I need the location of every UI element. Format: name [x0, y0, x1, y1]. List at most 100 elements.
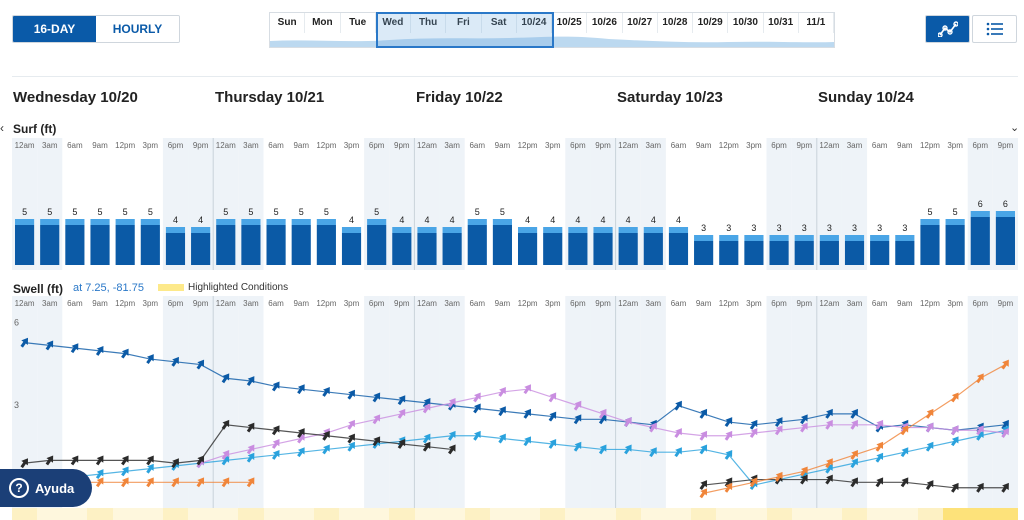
- day-header-sun: Sunday 10/24: [818, 89, 914, 106]
- swell-direction-arrow-icon: [800, 466, 808, 477]
- day-header-wed: Wednesday 10/20: [13, 89, 138, 106]
- surf-bar: [90, 225, 110, 265]
- swell-direction-arrow-icon: [146, 354, 154, 365]
- night-shade: [766, 296, 792, 508]
- swell-direction-arrow-icon: [1001, 419, 1009, 430]
- help-button[interactable]: ? Ayuda: [0, 469, 92, 507]
- day-selector-item[interactable]: 10/25: [552, 13, 588, 33]
- day-selection-window[interactable]: [376, 12, 554, 48]
- forecast-range-toggle: 16-DAY HOURLY: [12, 15, 180, 43]
- graph-view-button[interactable]: [925, 15, 970, 43]
- swell-direction-arrow-icon: [749, 477, 758, 488]
- swell-direction-arrow-icon: [573, 414, 582, 425]
- day-selector-item[interactable]: 10/28: [658, 13, 693, 33]
- hour-tick-label: 6pm: [972, 299, 988, 308]
- hour-tick-label: 9pm: [193, 141, 209, 150]
- day-selector-item[interactable]: Fri: [446, 13, 482, 33]
- surf-bar: [417, 233, 437, 265]
- divider: [12, 76, 1018, 77]
- swell-direction-arrow-icon: [473, 392, 481, 403]
- day-selector-item[interactable]: 10/30: [728, 13, 764, 33]
- surf-bar-cap: [40, 219, 60, 225]
- swell-title: Swell (ft): [13, 282, 63, 296]
- day-selector-item[interactable]: 11/1: [799, 13, 834, 33]
- swell-direction-arrow-icon: [347, 419, 355, 430]
- day-selector-item[interactable]: Tue: [341, 13, 376, 33]
- night-shade: [590, 296, 616, 508]
- hour-tick-label: 9pm: [595, 141, 611, 150]
- swell-direction-arrow-icon: [850, 408, 858, 419]
- collapse-chevron-icon[interactable]: ⌄: [1010, 122, 1020, 134]
- hour-tick-label: 3am: [444, 141, 460, 150]
- surf-value-label: 5: [374, 207, 379, 217]
- hour-tick-label: 6am: [671, 299, 687, 308]
- surf-bar-cap: [895, 235, 915, 241]
- highlight-cell: [615, 508, 641, 520]
- day-header-fri: Friday 10/22: [416, 89, 503, 106]
- surf-value-label: 5: [72, 207, 77, 217]
- highlight-cell: [993, 508, 1019, 520]
- hour-tick-label: 3pm: [143, 141, 159, 150]
- swell-direction-arrow-icon: [95, 455, 104, 466]
- swell-series-line: [24, 429, 1006, 486]
- surf-value-label: 4: [173, 215, 178, 225]
- day-selector-item[interactable]: Wed: [376, 13, 411, 33]
- swell-direction-arrow-icon: [699, 408, 708, 419]
- surf-bar-cap: [970, 211, 990, 217]
- swell-direction-arrow-icon: [347, 441, 355, 452]
- surf-bar-cap: [819, 235, 839, 241]
- surf-bar: [568, 233, 588, 265]
- swell-direction-arrow-icon: [246, 452, 255, 463]
- surf-value-label: 5: [148, 207, 153, 217]
- surf-bar-cap: [492, 219, 512, 225]
- day-selector-item[interactable]: 10/26: [587, 13, 623, 33]
- swell-direction-arrow-icon: [749, 419, 758, 430]
- day-selector-item[interactable]: Sun: [270, 13, 306, 33]
- day-selector-item[interactable]: Mon: [305, 13, 341, 33]
- swell-direction-arrow-icon: [448, 444, 456, 455]
- surf-bar: [316, 225, 336, 265]
- surf-bar: [518, 233, 538, 265]
- day-selector-item[interactable]: Thu: [411, 13, 447, 33]
- day-selector-item[interactable]: 10/24: [517, 13, 552, 33]
- surf-bar-cap: [140, 219, 160, 225]
- swell-direction-arrow-icon: [674, 428, 682, 438]
- list-view-button[interactable]: [972, 15, 1017, 43]
- highlight-cell: [540, 508, 566, 520]
- highlight-cell: [967, 508, 994, 520]
- hour-tick-label: 6pm: [972, 141, 988, 150]
- surf-bar-cap: [593, 227, 613, 233]
- day-selector-item[interactable]: 10/27: [623, 13, 658, 33]
- tab-hourly[interactable]: HOURLY: [96, 16, 179, 42]
- swell-direction-arrow-icon: [548, 439, 557, 449]
- swell-direction-arrow-icon: [925, 408, 934, 419]
- swell-direction-arrow-icon: [850, 458, 858, 469]
- swell-direction-arrow-icon: [548, 411, 557, 422]
- surf-value-label: 4: [550, 215, 555, 225]
- tab-16-day[interactable]: 16-DAY: [13, 16, 96, 42]
- swell-direction-arrow-icon: [347, 389, 355, 400]
- hour-tick-label: 6am: [872, 141, 888, 150]
- surf-title: Surf (ft): [13, 122, 57, 136]
- day-selector-item[interactable]: 10/31: [764, 13, 799, 33]
- surf-bar: [744, 241, 764, 265]
- surf-bar-cap: [65, 219, 85, 225]
- swell-direction-arrow-icon: [45, 340, 54, 351]
- scroll-left-chevron-icon[interactable]: ‹: [0, 121, 4, 135]
- hour-tick-label: 12am: [618, 299, 638, 308]
- highlight-cell: [62, 508, 88, 520]
- hour-tick-label: 6pm: [771, 141, 787, 150]
- swell-direction-arrow-icon: [925, 441, 934, 452]
- surf-value-label: 5: [47, 207, 52, 217]
- day-selector[interactable]: Sun Mon Tue Wed Thu Fri Sat 10/24 10/25 10/26 10/2…: [269, 12, 835, 48]
- highlight-cell: [414, 508, 440, 520]
- surf-bar: [65, 225, 85, 265]
- hour-tick-label: 6am: [67, 299, 83, 308]
- day-selector-item[interactable]: 10/29: [693, 13, 729, 33]
- hour-tick-label: 12pm: [115, 299, 135, 308]
- surf-bar: [593, 233, 613, 265]
- day-selector-item[interactable]: Sat: [482, 13, 517, 33]
- swell-direction-arrow-icon: [724, 477, 733, 488]
- hour-tick-label: 12am: [15, 141, 35, 150]
- surf-bar-cap: [618, 227, 638, 233]
